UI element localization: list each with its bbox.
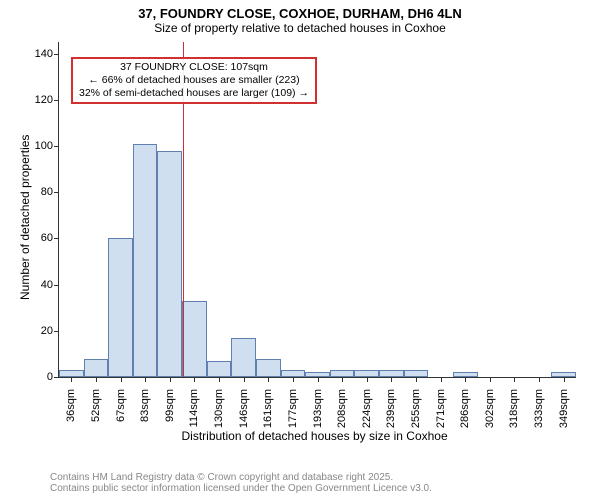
chart-title: 37, FOUNDRY CLOSE, COXHOE, DURHAM, DH6 4… <box>0 0 600 35</box>
histogram-bar <box>157 151 182 377</box>
x-tick-mark <box>539 377 540 382</box>
x-tick-mark <box>367 377 368 382</box>
y-tick-mark <box>54 377 59 378</box>
y-tick-label: 0 <box>47 371 53 383</box>
x-tick-label: 177sqm <box>287 389 299 428</box>
x-tick-label: 52sqm <box>90 389 102 422</box>
callout-line-1: 37 FOUNDRY CLOSE: 107sqm <box>79 61 309 74</box>
x-tick-mark <box>96 377 97 382</box>
x-tick-label: 333sqm <box>533 389 545 428</box>
x-tick-mark <box>244 377 245 382</box>
x-tick-mark <box>71 377 72 382</box>
x-tick-mark <box>268 377 269 382</box>
y-tick-mark <box>54 238 59 239</box>
x-tick-mark <box>514 377 515 382</box>
plot-area: 02040608010012014036sqm52sqm67sqm83sqm99… <box>58 42 576 378</box>
x-tick-mark <box>490 377 491 382</box>
y-tick-mark <box>54 54 59 55</box>
footer-line-1: Contains HM Land Registry data © Crown c… <box>50 472 432 483</box>
x-tick-label: 349sqm <box>558 389 570 428</box>
x-tick-label: 239sqm <box>385 389 397 428</box>
histogram-bar <box>108 238 133 377</box>
y-tick-label: 120 <box>35 94 53 106</box>
y-tick-mark <box>54 100 59 101</box>
x-tick-mark <box>441 377 442 382</box>
y-tick-mark <box>54 192 59 193</box>
x-tick-label: 224sqm <box>361 389 373 428</box>
x-tick-label: 99sqm <box>164 389 176 422</box>
histogram-bar <box>404 370 429 377</box>
x-tick-mark <box>342 377 343 382</box>
x-tick-mark <box>416 377 417 382</box>
histogram-bar <box>354 370 379 377</box>
x-tick-mark <box>194 377 195 382</box>
histogram-bar <box>330 370 355 377</box>
x-tick-mark <box>564 377 565 382</box>
x-tick-mark <box>219 377 220 382</box>
y-tick-label: 20 <box>41 325 53 337</box>
y-tick-label: 40 <box>41 279 53 291</box>
x-tick-mark <box>465 377 466 382</box>
histogram-bar <box>231 338 256 377</box>
histogram-bar <box>256 359 281 377</box>
x-tick-label: 83sqm <box>139 389 151 422</box>
callout-line-3: 32% of semi-detached houses are larger (… <box>79 87 309 100</box>
histogram-bar <box>281 370 306 377</box>
histogram-bar <box>59 370 84 377</box>
x-tick-label: 161sqm <box>262 389 274 428</box>
histogram-bar <box>207 361 232 377</box>
x-tick-mark <box>318 377 319 382</box>
y-tick-label: 100 <box>35 140 53 152</box>
x-tick-label: 302sqm <box>484 389 496 428</box>
x-tick-label: 146sqm <box>238 389 250 428</box>
y-tick-mark <box>54 146 59 147</box>
y-axis-label: Number of detached properties <box>18 134 32 299</box>
histogram-bar <box>133 144 158 377</box>
histogram-bar <box>551 372 576 377</box>
y-tick-mark <box>54 331 59 332</box>
y-tick-label: 140 <box>35 48 53 60</box>
y-tick-label: 60 <box>41 232 53 244</box>
y-tick-mark <box>54 285 59 286</box>
x-tick-label: 255sqm <box>410 389 422 428</box>
y-tick-label: 80 <box>41 186 53 198</box>
histogram-bar <box>182 301 207 377</box>
footer-line-2: Contains public sector information licen… <box>50 483 432 494</box>
footer-attribution: Contains HM Land Registry data © Crown c… <box>50 472 432 494</box>
callout-box: 37 FOUNDRY CLOSE: 107sqm← 66% of detache… <box>71 57 317 104</box>
histogram-bar <box>84 359 109 377</box>
x-axis-label: Distribution of detached houses by size … <box>182 429 448 443</box>
histogram-bar <box>379 370 404 377</box>
x-tick-label: 208sqm <box>336 389 348 428</box>
x-tick-mark <box>293 377 294 382</box>
x-tick-label: 286sqm <box>459 389 471 428</box>
x-tick-label: 36sqm <box>65 389 77 422</box>
x-tick-label: 130sqm <box>213 389 225 428</box>
title-line-2: Size of property relative to detached ho… <box>0 21 600 35</box>
histogram-bar <box>453 372 478 377</box>
x-tick-mark <box>145 377 146 382</box>
callout-line-2: ← 66% of detached houses are smaller (22… <box>79 74 309 87</box>
x-tick-mark <box>170 377 171 382</box>
title-line-1: 37, FOUNDRY CLOSE, COXHOE, DURHAM, DH6 4… <box>0 6 600 21</box>
x-tick-label: 114sqm <box>188 389 200 427</box>
x-tick-label: 193sqm <box>312 389 324 428</box>
x-tick-label: 318sqm <box>508 389 520 428</box>
x-tick-mark <box>391 377 392 382</box>
x-tick-label: 271sqm <box>435 389 447 428</box>
x-tick-label: 67sqm <box>115 389 127 422</box>
histogram-bar <box>305 372 330 377</box>
x-tick-mark <box>121 377 122 382</box>
